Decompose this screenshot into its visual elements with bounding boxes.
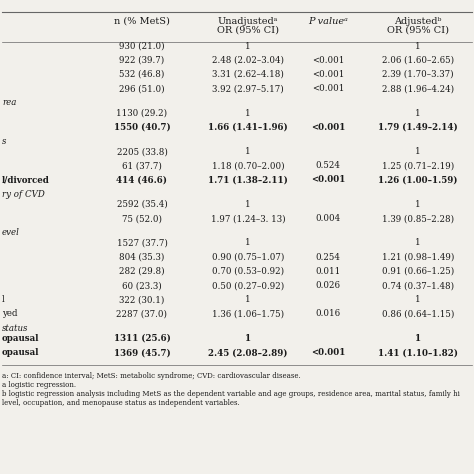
Text: 922 (39.7): 922 (39.7) — [119, 56, 164, 64]
Text: 1: 1 — [415, 295, 421, 304]
Text: 1: 1 — [415, 147, 421, 156]
Text: P valueᵃ: P valueᵃ — [308, 17, 348, 26]
Text: n (% MetS): n (% MetS) — [114, 17, 170, 26]
Text: 1527 (37.7): 1527 (37.7) — [117, 238, 167, 247]
Text: 1: 1 — [415, 334, 421, 343]
Text: 1: 1 — [245, 238, 251, 247]
Text: 1: 1 — [245, 295, 251, 304]
Text: OR (95% CI): OR (95% CI) — [217, 26, 279, 35]
Text: 0.74 (0.37–1.48): 0.74 (0.37–1.48) — [382, 281, 454, 290]
Text: s: s — [2, 137, 6, 146]
Text: 0.90 (0.75–1.07): 0.90 (0.75–1.07) — [212, 253, 284, 262]
Text: 0.016: 0.016 — [315, 310, 340, 319]
Text: 1: 1 — [245, 42, 251, 51]
Text: 1: 1 — [415, 200, 421, 209]
Text: 1311 (25.6): 1311 (25.6) — [114, 334, 171, 343]
Text: 1: 1 — [245, 109, 251, 118]
Text: 75 (52.0): 75 (52.0) — [122, 214, 162, 223]
Text: 322 (30.1): 322 (30.1) — [119, 295, 164, 304]
Text: <0.001: <0.001 — [311, 175, 345, 184]
Text: 1.18 (0.70–2.00): 1.18 (0.70–2.00) — [212, 161, 284, 170]
Text: 1.39 (0.85–2.28): 1.39 (0.85–2.28) — [382, 214, 454, 223]
Text: 0.011: 0.011 — [315, 267, 341, 276]
Text: 804 (35.3): 804 (35.3) — [119, 253, 164, 262]
Text: 1: 1 — [415, 109, 421, 118]
Text: 1550 (40.7): 1550 (40.7) — [114, 123, 170, 132]
Text: <0.001: <0.001 — [312, 70, 344, 79]
Text: 1.41 (1.10–1.82): 1.41 (1.10–1.82) — [378, 348, 458, 357]
Text: 296 (51.0): 296 (51.0) — [119, 84, 165, 93]
Text: 0.254: 0.254 — [316, 253, 340, 262]
Text: 1.36 (1.06–1.75): 1.36 (1.06–1.75) — [212, 310, 284, 319]
Text: 0.70 (0.53–0.92): 0.70 (0.53–0.92) — [212, 267, 284, 276]
Text: l: l — [2, 295, 5, 304]
Text: a logistic regression.: a logistic regression. — [2, 381, 76, 389]
Text: opausal: opausal — [2, 348, 39, 357]
Text: evel: evel — [2, 228, 20, 237]
Text: 1.66 (1.41–1.96): 1.66 (1.41–1.96) — [208, 123, 288, 132]
Text: ry of CVD: ry of CVD — [2, 190, 45, 199]
Text: 0.50 (0.27–0.92): 0.50 (0.27–0.92) — [212, 281, 284, 290]
Text: level, occupation, and menopause status as independent variables.: level, occupation, and menopause status … — [2, 399, 240, 407]
Text: 930 (21.0): 930 (21.0) — [119, 42, 165, 51]
Text: yed: yed — [2, 310, 18, 319]
Text: 282 (29.8): 282 (29.8) — [119, 267, 165, 276]
Text: b logistic regression analysis including MetS as the dependent variable and age : b logistic regression analysis including… — [2, 390, 460, 398]
Text: 2592 (35.4): 2592 (35.4) — [117, 200, 167, 209]
Text: 1.21 (0.98–1.49): 1.21 (0.98–1.49) — [382, 253, 454, 262]
Text: <0.001: <0.001 — [312, 56, 344, 64]
Text: 2.06 (1.60–2.65): 2.06 (1.60–2.65) — [382, 56, 454, 64]
Text: 2.88 (1.96–4.24): 2.88 (1.96–4.24) — [382, 84, 454, 93]
Text: <0.001: <0.001 — [311, 348, 345, 357]
Text: 1: 1 — [415, 238, 421, 247]
Text: 1130 (29.2): 1130 (29.2) — [117, 109, 168, 118]
Text: a: CI: confidence interval; MetS: metabolic syndrome; CVD: cardiovascular diseas: a: CI: confidence interval; MetS: metabo… — [2, 372, 301, 380]
Text: 1.97 (1.24–3. 13): 1.97 (1.24–3. 13) — [210, 214, 285, 223]
Text: 0.91 (0.66–1.25): 0.91 (0.66–1.25) — [382, 267, 454, 276]
Text: 2.48 (2.02–3.04): 2.48 (2.02–3.04) — [212, 56, 284, 64]
Text: 1: 1 — [415, 42, 421, 51]
Text: opausal: opausal — [2, 334, 39, 343]
Text: <0.001: <0.001 — [311, 123, 345, 132]
Text: 0.004: 0.004 — [315, 214, 340, 223]
Text: 1: 1 — [245, 334, 251, 343]
Text: 0.524: 0.524 — [316, 161, 340, 170]
Text: 0.86 (0.64–1.15): 0.86 (0.64–1.15) — [382, 310, 454, 319]
Text: rea: rea — [2, 98, 17, 107]
Text: 1.71 (1.38–2.11): 1.71 (1.38–2.11) — [208, 175, 288, 184]
Text: OR (95% CI): OR (95% CI) — [387, 26, 449, 35]
Text: 61 (37.7): 61 (37.7) — [122, 161, 162, 170]
Text: l/divorced: l/divorced — [2, 175, 50, 184]
Text: <0.001: <0.001 — [312, 84, 344, 93]
Text: 1.25 (0.71–2.19): 1.25 (0.71–2.19) — [382, 161, 454, 170]
Text: 414 (46.6): 414 (46.6) — [117, 175, 167, 184]
Text: 1: 1 — [245, 147, 251, 156]
Text: 60 (23.3): 60 (23.3) — [122, 281, 162, 290]
Text: status: status — [2, 324, 28, 333]
Text: 1.26 (1.00–1.59): 1.26 (1.00–1.59) — [378, 175, 458, 184]
Text: 2205 (33.8): 2205 (33.8) — [117, 147, 167, 156]
Text: 1: 1 — [245, 200, 251, 209]
Text: 3.31 (2.62–4.18): 3.31 (2.62–4.18) — [212, 70, 284, 79]
Text: 532 (46.8): 532 (46.8) — [119, 70, 164, 79]
Text: 1369 (45.7): 1369 (45.7) — [114, 348, 170, 357]
Text: 1.79 (1.49–2.14): 1.79 (1.49–2.14) — [378, 123, 458, 132]
Text: 3.92 (2.97–5.17): 3.92 (2.97–5.17) — [212, 84, 284, 93]
Text: 2287 (37.0): 2287 (37.0) — [117, 310, 167, 319]
Text: Adjustedᵇ: Adjustedᵇ — [394, 17, 442, 26]
Text: 2.45 (2.08–2.89): 2.45 (2.08–2.89) — [208, 348, 288, 357]
Text: 2.39 (1.70–3.37): 2.39 (1.70–3.37) — [382, 70, 454, 79]
Text: Unadjustedᵃ: Unadjustedᵃ — [218, 17, 278, 26]
Text: 0.026: 0.026 — [316, 281, 340, 290]
